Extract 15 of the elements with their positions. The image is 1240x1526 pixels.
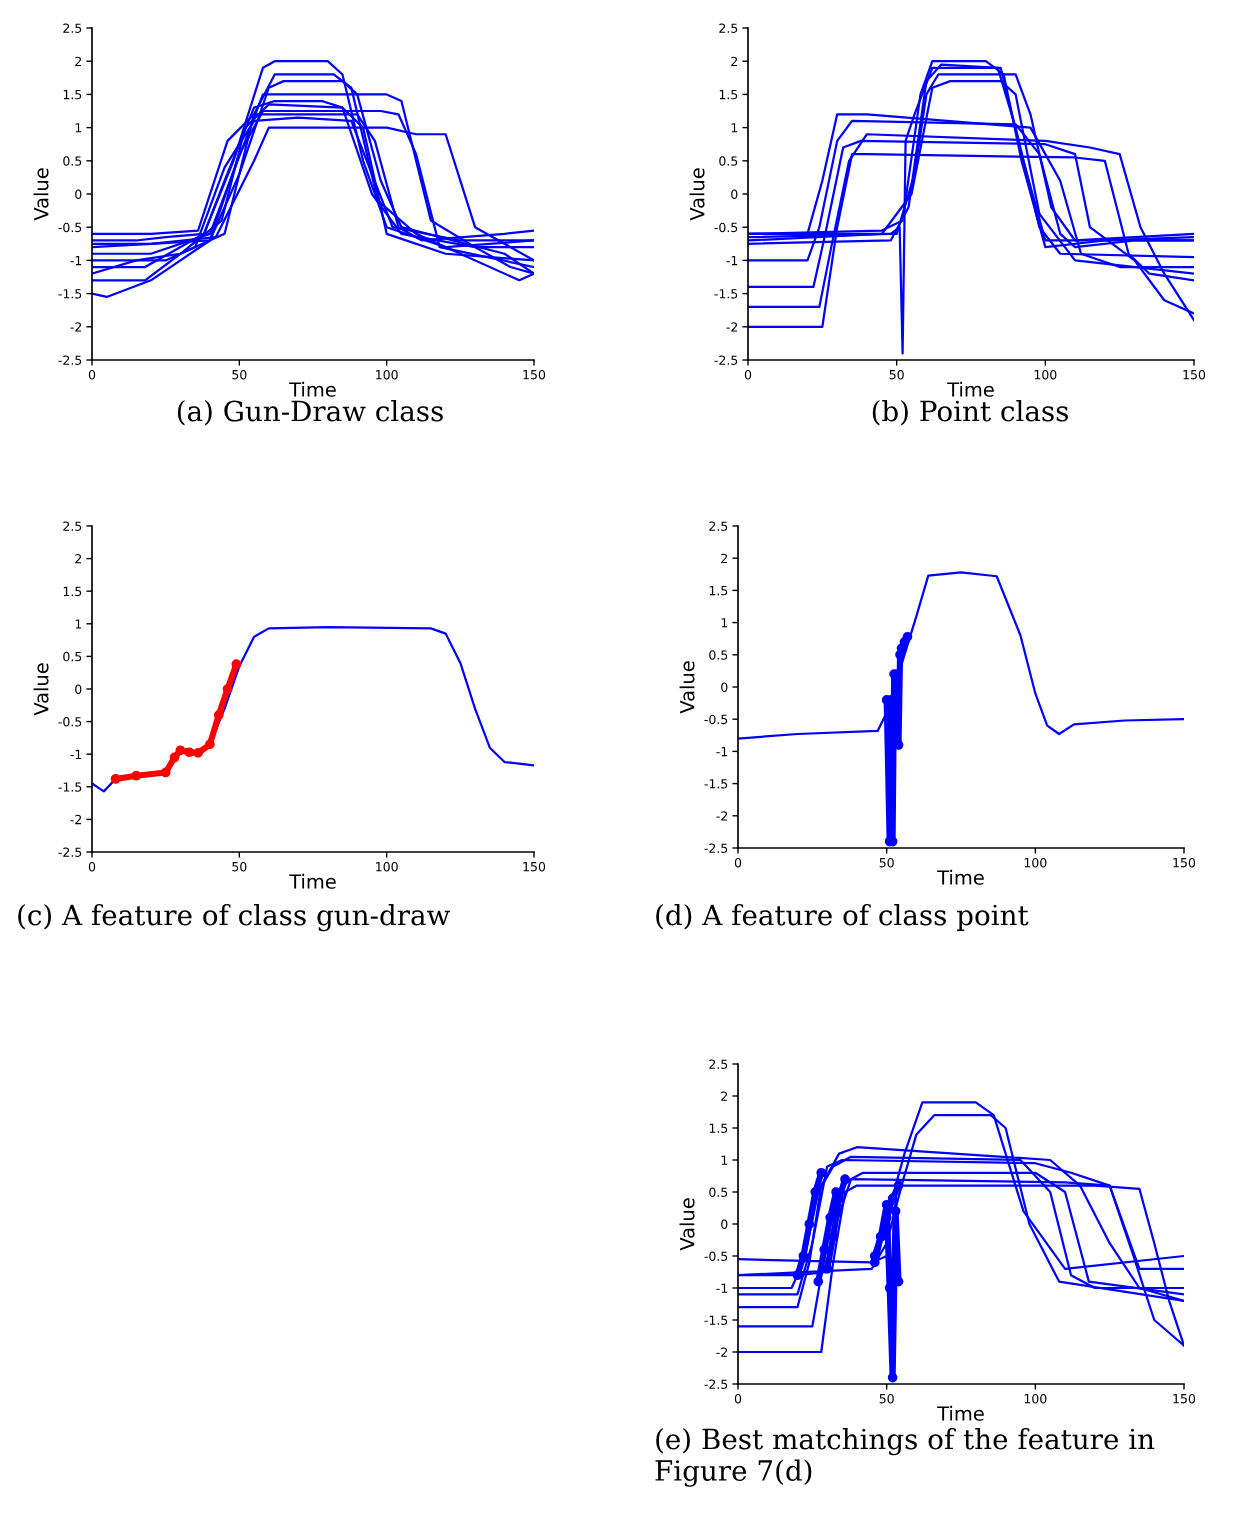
- x-axis-title: Time: [289, 873, 336, 889]
- text: (c) A feature of class gun-draw: [18, 904, 450, 932]
- text: (e) Best matchings of the feature in Figure 7(d): [655, 1428, 1155, 1487]
- y-axis-title: Value: [679, 661, 695, 714]
- x-axis-title: Time: [937, 869, 984, 885]
- text: (b) Point class: [872, 400, 1069, 426]
- text: (a) Gun-Draw class: [177, 400, 443, 426]
- text: (d) A feature of class point: [656, 904, 1029, 931]
- x-axis-title: Time: [289, 381, 336, 397]
- x-axis-title: Time: [937, 1405, 984, 1421]
- y-axis-title: Value: [679, 1198, 695, 1251]
- x-axis-title: Time: [947, 381, 994, 397]
- y-axis-title: Value: [689, 168, 705, 221]
- y-axis-title: Value: [33, 663, 49, 716]
- y-axis-title: Value: [33, 168, 49, 221]
